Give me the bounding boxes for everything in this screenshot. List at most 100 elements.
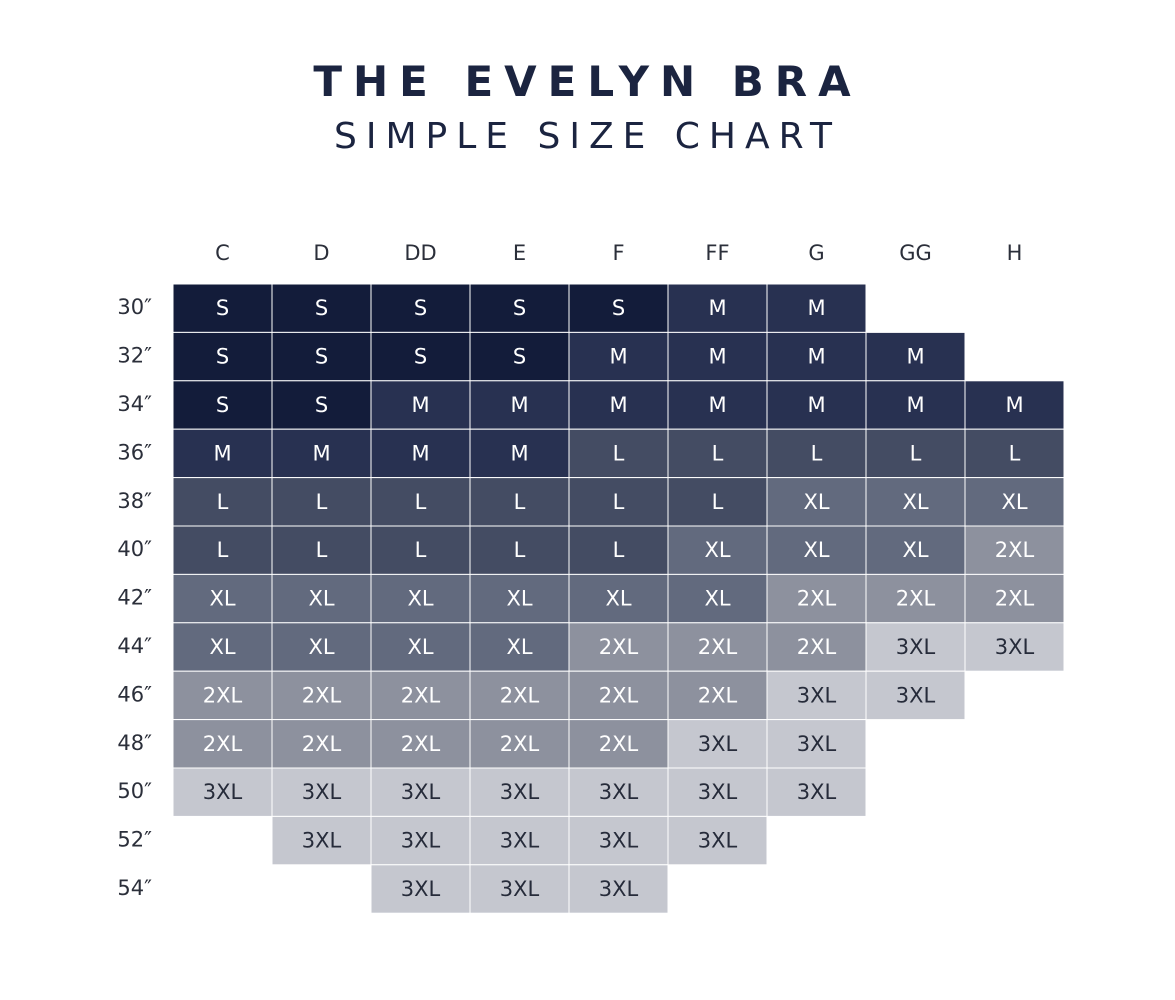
size-cell-l (568, 477, 669, 527)
size-cell-xl (370, 622, 471, 672)
row-label: 54″ (117, 876, 152, 900)
size-cell-3xl (271, 815, 372, 866)
size-cell-label: M (411, 393, 429, 417)
size-cell-3xl (865, 622, 966, 672)
size-cell-label: 3XL (896, 683, 936, 707)
size-cell-label: 2XL (797, 635, 837, 659)
size-cell-label: L (910, 441, 922, 465)
size-cell-label: 3XL (995, 635, 1035, 659)
size-cell-label: 3XL (500, 780, 540, 804)
size-cell-label: M (906, 393, 924, 417)
size-cell-m (667, 283, 768, 333)
size-cell-xl (766, 525, 867, 575)
size-cell-label: L (613, 538, 625, 562)
size-cell-label: S (612, 296, 625, 320)
size-cell-label: 3XL (797, 732, 837, 756)
size-cell-2xl (667, 622, 768, 672)
size-cell-label: 3XL (797, 780, 837, 804)
size-cell-label: M (609, 345, 627, 369)
chart-subtitle: SIMPLE SIZE CHART (333, 116, 842, 157)
size-cell-label: XL (803, 538, 829, 562)
size-cell-label: 3XL (401, 877, 441, 901)
size-cell-3xl (667, 815, 768, 866)
row-label: 30″ (117, 295, 152, 319)
size-cell-label: 3XL (698, 780, 738, 804)
size-cell-m (370, 428, 471, 479)
size-cell-s (469, 283, 570, 333)
size-cell-label: S (315, 393, 328, 417)
size-cell-label: 3XL (302, 780, 342, 804)
size-cell-m (469, 428, 570, 479)
size-cell-label: M (708, 393, 726, 417)
column-header-f: F (612, 241, 624, 265)
size-cell-label: L (613, 441, 625, 465)
size-cell-3xl (865, 670, 966, 721)
size-cell-label: 3XL (401, 780, 441, 804)
size-cell-label: S (315, 345, 328, 369)
size-cell-label: 2XL (500, 683, 540, 707)
size-cell-label: L (415, 538, 427, 562)
size-cell-label: S (414, 296, 427, 320)
size-cell-label: L (415, 490, 427, 514)
size-cell-label: 3XL (203, 780, 243, 804)
size-cell-3xl (766, 719, 867, 769)
size-cell-label: 2XL (698, 635, 738, 659)
size-cell-label: M (807, 345, 825, 369)
size-cell-s (271, 380, 372, 430)
column-header-d: D (313, 241, 329, 265)
size-cell-2xl (667, 670, 768, 721)
size-cell-l (172, 477, 273, 527)
size-cell-label: 2XL (896, 587, 936, 611)
size-cell-xl (766, 477, 867, 527)
size-cell-label: L (217, 538, 229, 562)
size-cell-label: M (708, 345, 726, 369)
size-cell-2xl (964, 573, 1065, 624)
size-cell-l (271, 477, 372, 527)
size-cell-label: XL (704, 538, 730, 562)
size-cell-label: XL (209, 635, 235, 659)
size-cell-label: S (216, 393, 229, 417)
size-cell-xl (964, 477, 1065, 527)
row-label: 42″ (117, 586, 152, 610)
size-cell-label: 2XL (401, 683, 441, 707)
size-cell-label: 2XL (599, 635, 639, 659)
size-cell-m (766, 283, 867, 333)
size-cell-s (568, 283, 669, 333)
size-cell-label: XL (209, 587, 235, 611)
size-cell-label: S (513, 296, 526, 320)
size-cell-label: 2XL (203, 683, 243, 707)
size-cell-3xl (766, 670, 867, 721)
chart-title: THE EVELYN BRA (313, 57, 862, 106)
size-cell-label: XL (407, 635, 433, 659)
size-cell-m (568, 331, 669, 382)
size-cell-label: L (514, 490, 526, 514)
column-header-ff: FF (705, 241, 729, 265)
size-cell-l (964, 428, 1065, 479)
size-cell-3xl (766, 767, 867, 817)
size-cell-l (766, 428, 867, 479)
row-label: 50″ (117, 779, 152, 803)
size-cell-label: L (811, 441, 823, 465)
size-cell-2xl (172, 670, 273, 721)
size-cell-m (865, 331, 966, 382)
size-cell-xl (865, 525, 966, 575)
column-header-dd: DD (404, 241, 436, 265)
size-cell-xl (865, 477, 966, 527)
row-label: 46″ (117, 682, 152, 706)
size-cell-3xl (469, 864, 570, 914)
row-label: 32″ (117, 344, 152, 368)
size-cell-label: 3XL (698, 829, 738, 853)
size-cell-m (964, 380, 1065, 430)
size-cell-label: XL (902, 490, 928, 514)
size-cell-label: 3XL (599, 829, 639, 853)
size-cell-l (568, 525, 669, 575)
size-cell-m (667, 331, 768, 382)
size-cell-3xl (271, 767, 372, 817)
size-cell-label: 3XL (302, 829, 342, 853)
size-cell-label: XL (704, 587, 730, 611)
size-cell-l (667, 428, 768, 479)
size-cell-label: S (216, 296, 229, 320)
size-cell-m (271, 428, 372, 479)
size-cell-l (172, 525, 273, 575)
